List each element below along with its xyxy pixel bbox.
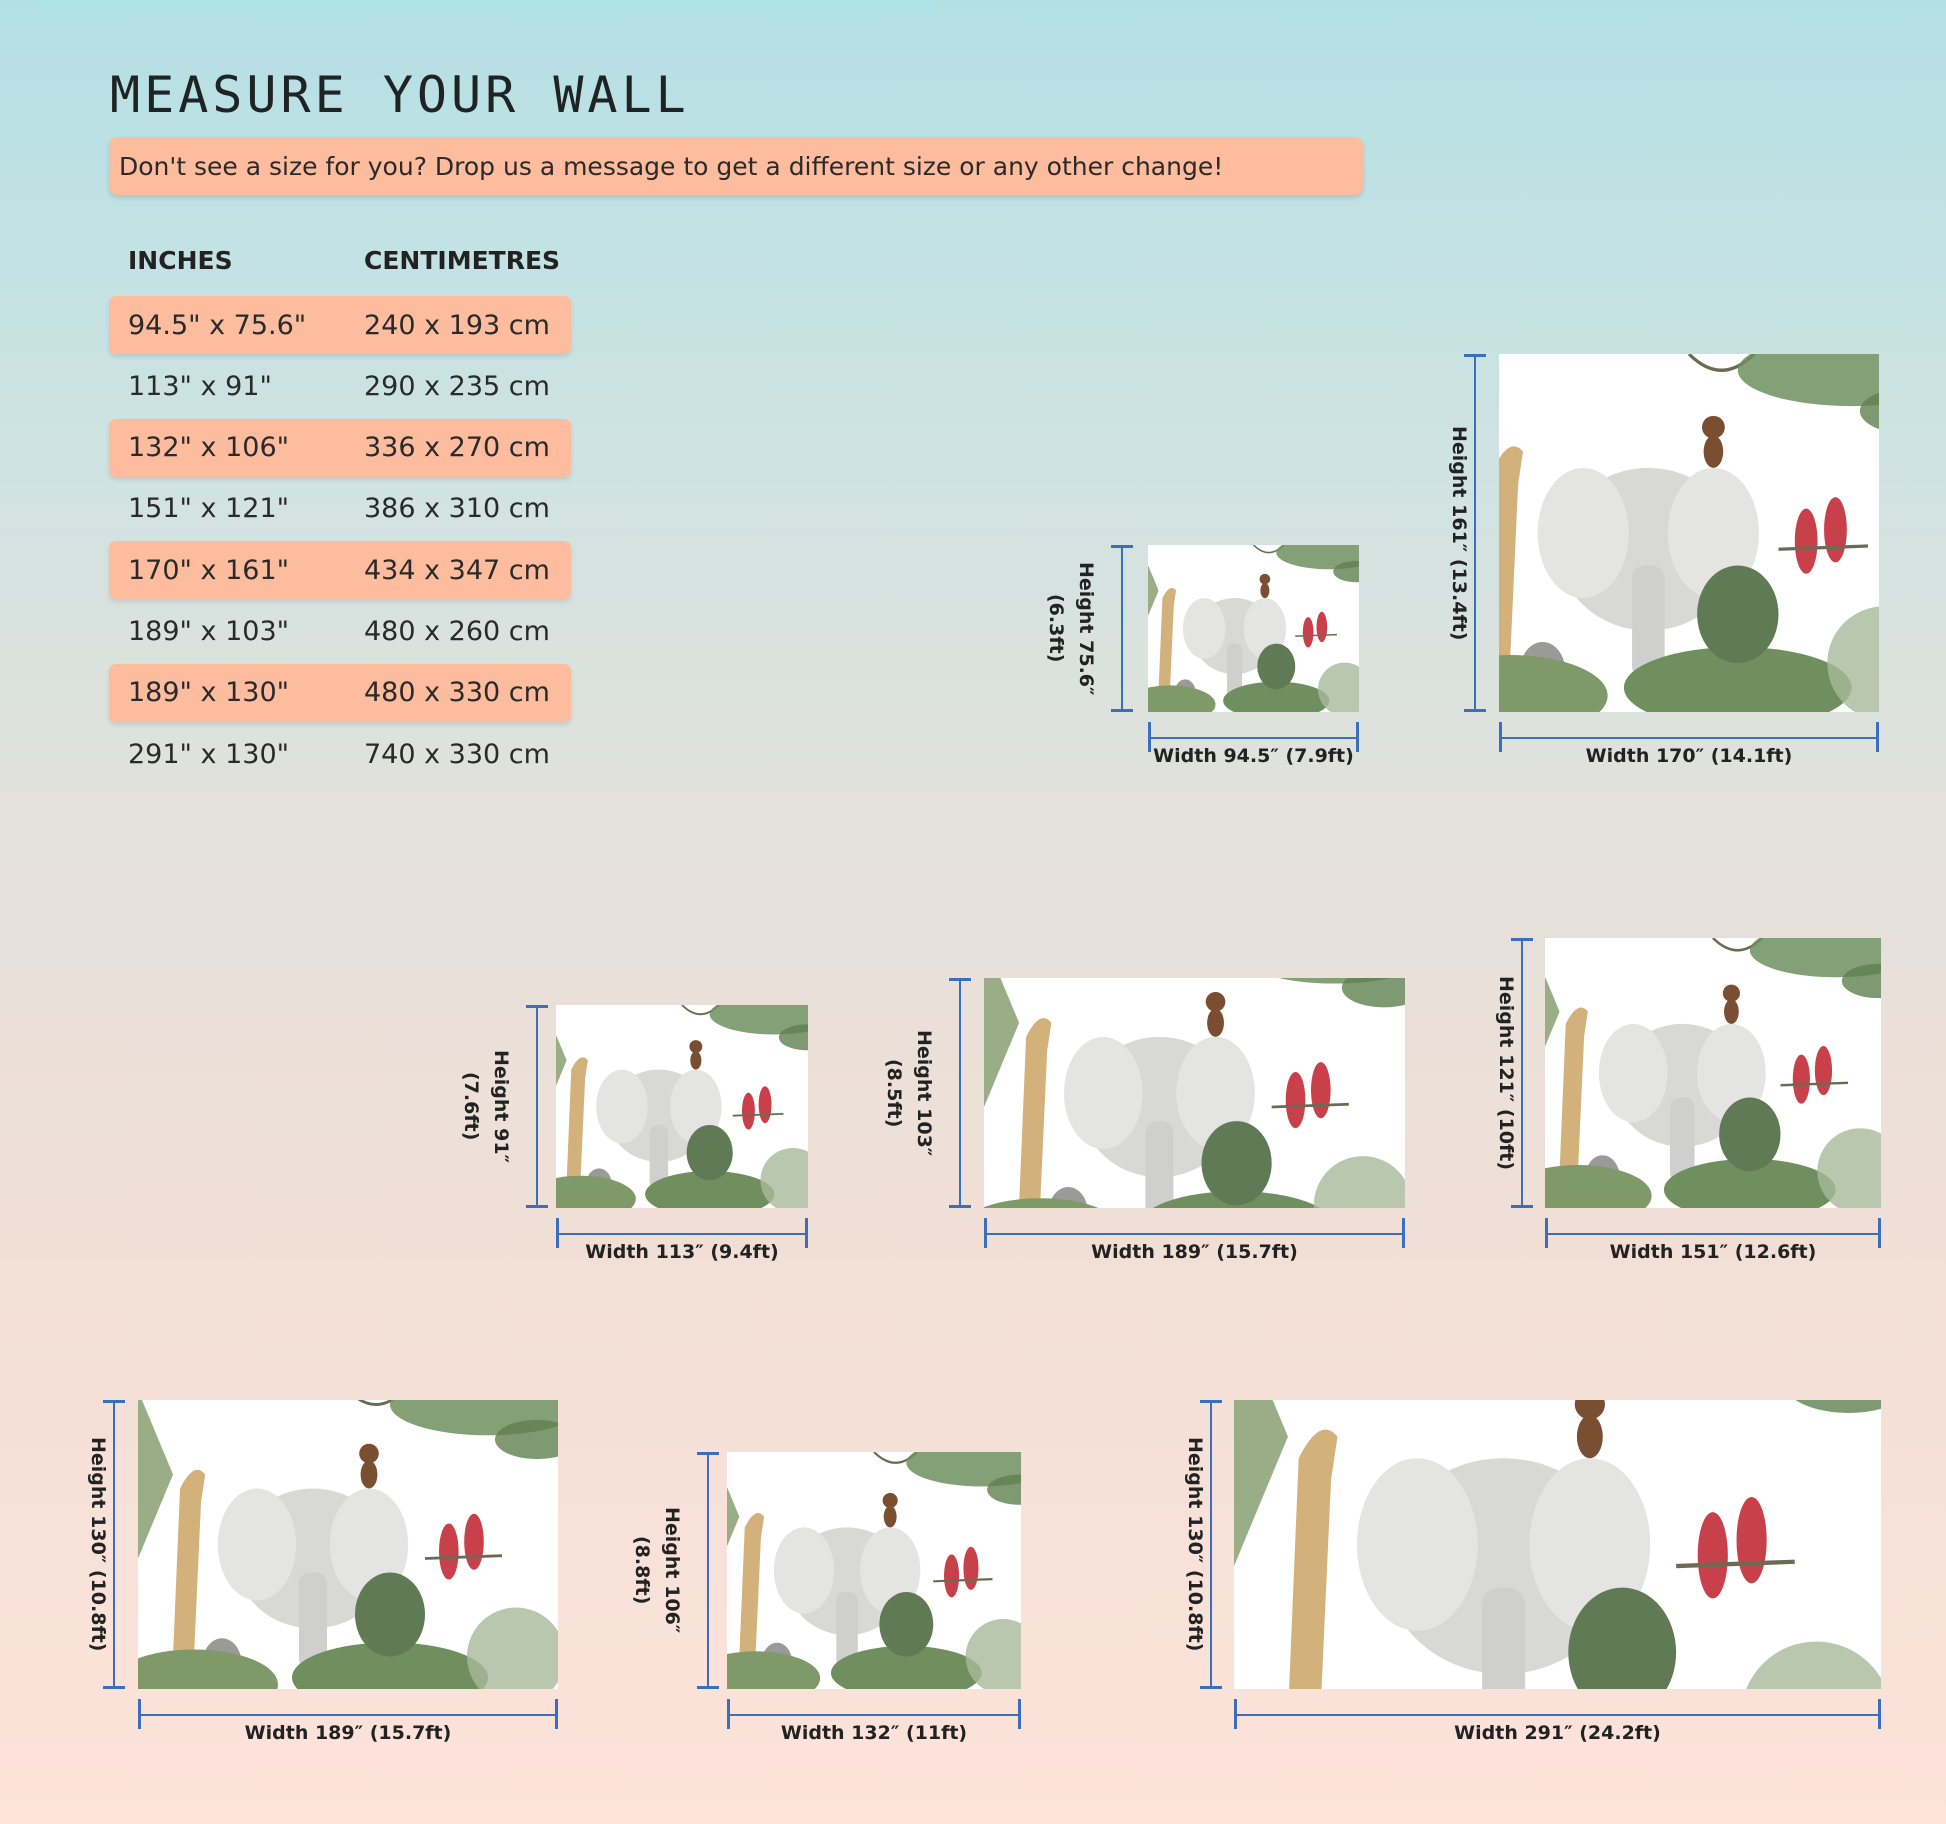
width-label: Width 170″ (14.1ft): [1585, 745, 1793, 767]
height-label-line: Height 106″: [661, 1507, 683, 1634]
height-label-line: Height 121″ (10ft): [1495, 975, 1517, 1171]
width-dimension-line: [556, 1218, 808, 1248]
size-row: 170" x 161" 434 x 347 cm: [109, 541, 571, 600]
width-label: Width 189″ (15.7ft): [1091, 1241, 1298, 1263]
height-dimension-line: [526, 1005, 548, 1208]
mural-preview: [984, 978, 1405, 1208]
jungle-mural-image: [1234, 1400, 1881, 1689]
size-cm: 290 x 235 cm: [364, 370, 550, 402]
width-dimension-line: [727, 1699, 1021, 1729]
header-inches: INCHES: [128, 246, 233, 275]
width-label: Width 113″ (9.4ft): [585, 1241, 779, 1263]
height-label-line: Height 103″: [913, 1029, 935, 1157]
width-dimension-line: [984, 1218, 1405, 1248]
height-label-line: Height 75.6″: [1075, 561, 1097, 696]
jungle-mural-image: [1148, 545, 1359, 712]
size-cm: 480 x 330 cm: [364, 677, 550, 709]
size-inches: 189" x 130": [128, 677, 290, 709]
width-dimension-line: [1499, 722, 1879, 752]
height-dimension-line: [1464, 354, 1486, 712]
mural-preview: [138, 1400, 558, 1689]
height-label: Height 75.6″ (6.3ft): [1041, 545, 1101, 712]
width-label: Width 132″ (11ft): [780, 1722, 968, 1744]
height-label-line: Height 91″: [490, 1049, 512, 1164]
size-inches: 189" x 103": [128, 616, 290, 647]
width-dimension-line: [138, 1699, 558, 1729]
size-inches: 291" x 130": [128, 738, 290, 770]
height-label: Height 130″ (10.8ft): [1180, 1400, 1210, 1689]
width-label: Width 291″ (24.2ft): [1454, 1722, 1661, 1744]
size-row: 189" x 130" 480 x 330 cm: [109, 663, 571, 722]
size-cm: 386 x 310 cm: [364, 493, 550, 525]
width-dimension-line: [1234, 1699, 1881, 1729]
jungle-mural-image: [138, 1400, 558, 1689]
size-row: 132" x 106" 336 x 270 cm: [109, 418, 571, 477]
height-label-line: Height 130″ (10.8ft): [87, 1437, 109, 1652]
height-label-line: (7.6ft): [460, 1072, 482, 1141]
size-row: 113" x 91" 290 x 235 cm: [109, 357, 571, 415]
header-centimetres: CENTIMETRES: [364, 246, 561, 275]
size-cm: 740 x 330 cm: [364, 738, 550, 770]
height-label-line: (6.3ft): [1045, 594, 1067, 663]
jungle-mural-image: [556, 1005, 808, 1208]
height-label-line: Height 130″ (10.8ft): [1184, 1437, 1206, 1652]
mural-preview: [1148, 545, 1359, 712]
size-inches: 132" x 106": [128, 432, 290, 464]
height-label: Height 121″ (10ft): [1491, 938, 1521, 1208]
height-label-line: (8.8ft): [631, 1536, 653, 1605]
jungle-mural-image: [984, 978, 1405, 1208]
width-label: Width 189″ (15.7ft): [244, 1722, 452, 1744]
size-row: 189" x 103" 480 x 260 cm: [109, 603, 571, 661]
size-cm: 480 x 260 cm: [364, 616, 550, 647]
size-row: 94.5" x 75.6" 240 x 193 cm: [109, 296, 571, 354]
mural-preview: [1234, 1400, 1881, 1689]
mural-preview: [1545, 938, 1881, 1208]
mural-preview: [556, 1005, 808, 1208]
width-label: Width 94.5″ (7.9ft): [1153, 745, 1354, 767]
height-label: Height 103″ (8.5ft): [879, 978, 939, 1208]
size-inches: 94.5" x 75.6": [128, 309, 307, 341]
custom-size-banner: Don't see a size for you? Drop us a mess…: [109, 137, 1363, 195]
height-label: Height 106″ (8.8ft): [627, 1452, 687, 1689]
size-row: 151" x 121" 386 x 310 cm: [109, 480, 571, 538]
height-dimension-line: [103, 1400, 125, 1689]
height-dimension-line: [697, 1452, 719, 1689]
size-inches: 113" x 91": [128, 370, 272, 402]
height-label-line: (8.5ft): [883, 1058, 905, 1128]
jungle-mural-image: [1499, 354, 1879, 712]
height-dimension-line: [1111, 545, 1133, 712]
height-label: Height 161″ (13.4ft): [1444, 354, 1474, 712]
size-inches: 170" x 161": [128, 554, 290, 586]
width-dimension-line: [1545, 1218, 1881, 1248]
mural-preview: [1499, 354, 1879, 712]
size-inches: 151" x 121": [128, 493, 290, 525]
size-cm: 336 x 270 cm: [364, 432, 550, 464]
size-cm: 434 x 347 cm: [364, 554, 550, 586]
page-title: MEASURE YOUR WALL: [110, 66, 690, 124]
banner-text: Don't see a size for you? Drop us a mess…: [119, 151, 1224, 181]
width-dimension-line: [1148, 722, 1359, 752]
height-label: Height 91″ (7.6ft): [456, 1005, 516, 1208]
height-label-line: Height 161″ (13.4ft): [1448, 425, 1470, 641]
jungle-mural-image: [727, 1452, 1021, 1689]
width-label: Width 151″ (12.6ft): [1609, 1241, 1817, 1263]
height-dimension-line: [1200, 1400, 1222, 1689]
size-row: 291" x 130" 740 x 330 cm: [109, 725, 571, 783]
mural-preview: [727, 1452, 1021, 1689]
jungle-mural-image: [1545, 938, 1881, 1208]
top-strip: [38, 0, 933, 12]
height-dimension-line: [949, 978, 971, 1208]
size-cm: 240 x 193 cm: [364, 309, 550, 341]
height-dimension-line: [1511, 938, 1533, 1208]
height-label: Height 130″ (10.8ft): [83, 1400, 113, 1689]
